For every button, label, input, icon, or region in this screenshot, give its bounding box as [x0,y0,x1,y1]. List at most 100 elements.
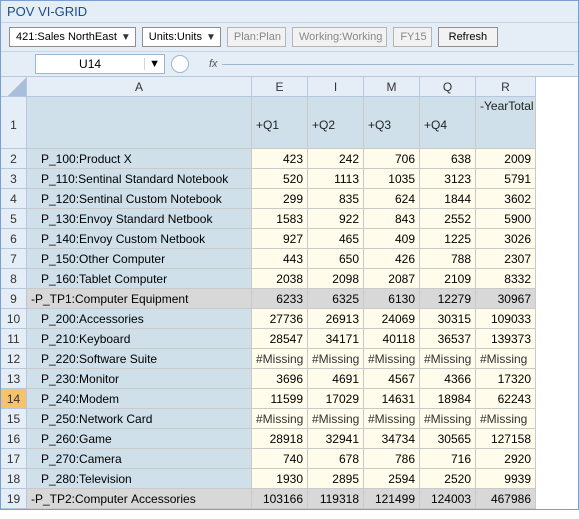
data-cell[interactable]: 5791 [476,169,536,189]
data-cell[interactable]: #Missing [364,409,420,429]
data-cell[interactable]: 124003 [420,489,476,509]
data-cell[interactable]: 127158 [476,429,536,449]
data-cell[interactable]: 30315 [420,309,476,329]
row-label[interactable]: P_160:Tablet Computer [27,269,252,289]
col-header-R[interactable]: R [476,77,536,97]
row-header[interactable]: 19 [1,489,27,509]
data-cell[interactable]: 443 [252,249,308,269]
data-cell[interactable]: 650 [308,249,364,269]
data-cell[interactable]: 2920 [476,449,536,469]
data-cell[interactable]: 922 [308,209,364,229]
data-cell[interactable]: 14631 [364,389,420,409]
data-cell[interactable]: #Missing [252,349,308,369]
col-header-A[interactable]: A [27,77,252,97]
data-cell[interactable]: 34734 [364,429,420,449]
row-header[interactable]: 10 [1,309,27,329]
data-cell[interactable]: 423 [252,149,308,169]
data-cell[interactable]: #Missing [308,349,364,369]
data-cell[interactable]: 2087 [364,269,420,289]
data-cell[interactable]: 4366 [420,369,476,389]
data-cell[interactable]: 927 [252,229,308,249]
data-cell[interactable]: 520 [252,169,308,189]
row-label[interactable]: P_120:Sentinal Custom Notebook [27,189,252,209]
data-cell[interactable]: 34171 [308,329,364,349]
data-cell[interactable]: 716 [420,449,476,469]
row-header[interactable]: 7 [1,249,27,269]
fx-icon[interactable]: fx [209,58,218,70]
row-header[interactable]: 16 [1,429,27,449]
data-cell[interactable]: 30565 [420,429,476,449]
data-cell[interactable]: #Missing [308,409,364,429]
data-cell[interactable]: 678 [308,449,364,469]
row-header[interactable]: 5 [1,209,27,229]
fx-circle-icon[interactable] [171,55,189,73]
data-cell[interactable]: 27736 [252,309,308,329]
row-header[interactable]: 11 [1,329,27,349]
row-header[interactable]: 2 [1,149,27,169]
data-cell[interactable]: 426 [364,249,420,269]
data-cell[interactable]: 11599 [252,389,308,409]
data-cell[interactable]: 1225 [420,229,476,249]
data-cell[interactable]: 109033 [476,309,536,329]
data-cell[interactable]: 2109 [420,269,476,289]
data-cell[interactable]: 18984 [420,389,476,409]
data-cell[interactable]: 740 [252,449,308,469]
quarter-header[interactable]: +Q3 [364,97,420,149]
row-label[interactable]: P_100:Product X [27,149,252,169]
data-cell[interactable]: 17320 [476,369,536,389]
col-header-E[interactable]: E [252,77,308,97]
quarter-header[interactable]: +Q4 [420,97,476,149]
data-cell[interactable]: 5900 [476,209,536,229]
data-cell[interactable]: 17029 [308,389,364,409]
data-cell[interactable]: #Missing [476,409,536,429]
data-cell[interactable]: 467986 [476,489,536,509]
data-cell[interactable]: 2594 [364,469,420,489]
select-all-corner[interactable] [1,77,27,97]
row-label[interactable]: P_220:Software Suite [27,349,252,369]
data-cell[interactable]: 8332 [476,269,536,289]
data-cell[interactable]: 2009 [476,149,536,169]
data-cell[interactable]: 24069 [364,309,420,329]
row-header[interactable]: 17 [1,449,27,469]
data-cell[interactable]: #Missing [252,409,308,429]
quarter-header[interactable]: +Q1 [252,97,308,149]
data-cell[interactable]: 121499 [364,489,420,509]
data-cell[interactable]: 1035 [364,169,420,189]
data-cell[interactable]: 788 [420,249,476,269]
spreadsheet-grid[interactable]: AEIMQR1+Q1+Q2+Q3+Q4-YearTotal2 P_100:Pro… [1,77,578,509]
row-label[interactable]: P_210:Keyboard [27,329,252,349]
units-dropdown[interactable]: Units:Units ▼ [142,27,221,47]
data-cell[interactable]: 843 [364,209,420,229]
row-header[interactable]: 12 [1,349,27,369]
data-cell[interactable]: 624 [364,189,420,209]
data-cell[interactable]: 119318 [308,489,364,509]
data-cell[interactable]: 30967 [476,289,536,309]
row-label[interactable]: -P_TP1:Computer Equipment [27,289,252,309]
row-header[interactable]: 8 [1,269,27,289]
data-cell[interactable]: 4691 [308,369,364,389]
chevron-down-icon[interactable]: ▼ [144,58,164,70]
col-header-M[interactable]: M [364,77,420,97]
data-cell[interactable]: 9939 [476,469,536,489]
data-cell[interactable]: #Missing [420,409,476,429]
data-cell[interactable]: 62243 [476,389,536,409]
formula-input[interactable] [222,64,574,65]
row-header[interactable]: 1 [1,97,27,149]
data-cell[interactable]: 1930 [252,469,308,489]
row-label[interactable]: P_260:Game [27,429,252,449]
row-header[interactable]: 18 [1,469,27,489]
data-cell[interactable]: 706 [364,149,420,169]
name-box[interactable]: U14 ▼ [35,54,165,74]
refresh-button[interactable]: Refresh [438,27,499,47]
data-cell[interactable]: #Missing [364,349,420,369]
row-header[interactable]: 3 [1,169,27,189]
data-cell[interactable]: #Missing [420,349,476,369]
data-cell[interactable]: 4567 [364,369,420,389]
row-label[interactable]: P_110:Sentinal Standard Notebook [27,169,252,189]
data-cell[interactable]: 786 [364,449,420,469]
data-cell[interactable]: 638 [420,149,476,169]
quarter-header[interactable]: +Q2 [308,97,364,149]
data-cell[interactable]: 2520 [420,469,476,489]
data-cell[interactable]: 3123 [420,169,476,189]
row-header[interactable]: 4 [1,189,27,209]
